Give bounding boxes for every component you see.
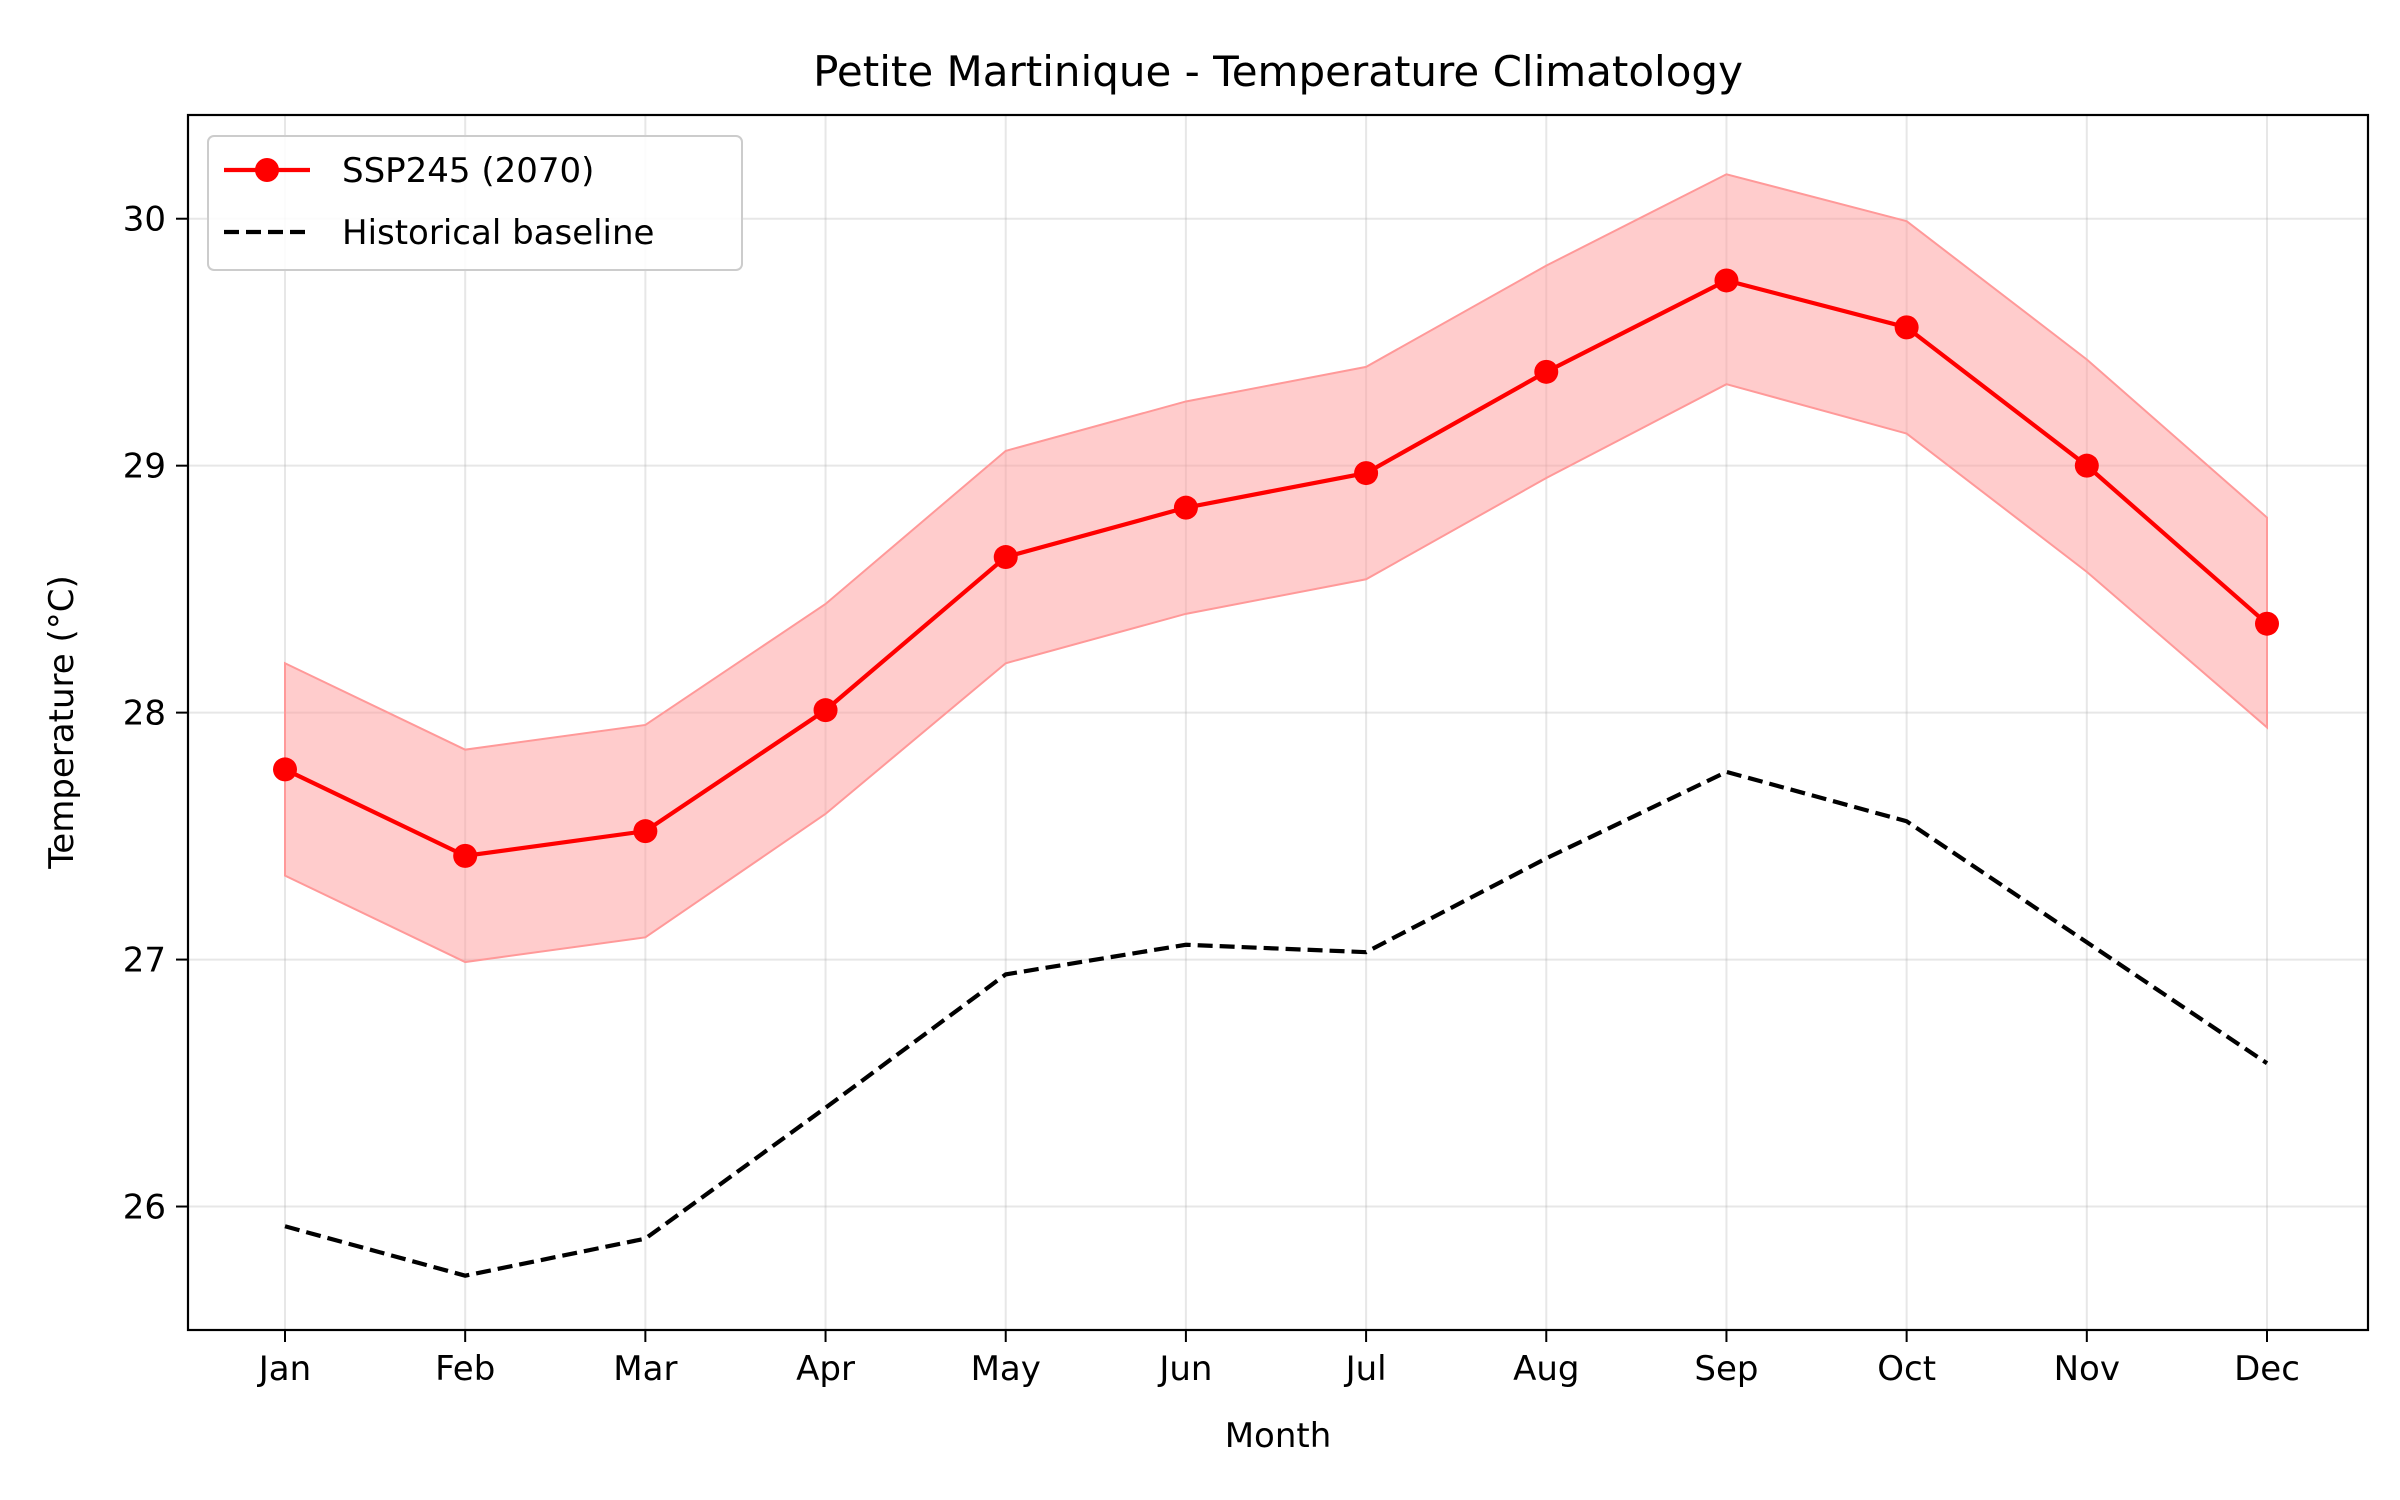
x-tick-label: Jul [1344,1349,1387,1389]
ssp245-band [284,173,2268,964]
legend-box [207,135,743,271]
confidence-band [284,173,2268,964]
y-tick-label: 28 [123,694,166,734]
y-axis-label: Temperature (°C) [42,575,82,869]
x-tick-label: Mar [613,1349,677,1389]
x-tick-label: Nov [2054,1349,2120,1389]
series-lines [273,268,2279,1278]
x-tick-label: Sep [1694,1349,1758,1389]
axes: Jan Feb Mar Apr May Jun Jul Aug Sep Oct Nov Dec 26 27… [123,200,2300,1389]
chart-title: Petite Martinique - Temperature Climatol… [813,47,1743,96]
y-tick-label: 26 [123,1188,166,1228]
x-tick-label: May [971,1349,1041,1389]
x-tick-label: Oct [1877,1349,1936,1389]
x-tick-label: Apr [796,1349,855,1389]
ssp245-point [1173,495,1198,520]
historical-baseline-line [284,769,2269,1278]
ssp245-point [273,757,297,782]
ssp245-point [813,698,838,723]
ssp245-point [1354,461,1379,486]
ssp245-point [1894,315,1919,340]
y-tick-label: 29 [123,447,166,487]
ssp245-point [633,819,658,844]
x-axis-label: Month [1225,1416,1332,1456]
x-tick-label: Aug [1513,1349,1579,1389]
ssp245-point [2255,611,2279,636]
legend: SSP245 (2070) Historical baseline [207,135,743,271]
ssp245-point [1534,359,1559,384]
ssp245-point [2074,453,2099,478]
ssp245-point [453,843,478,868]
x-tick-label: Jan [257,1349,311,1389]
x-tick-label: Dec [2234,1349,2300,1389]
ssp245-line [284,278,2269,859]
legend-ssp245-marker [255,158,279,182]
ssp245-point [1714,268,1739,293]
ssp245-point [993,545,1018,570]
legend-ssp245-label: SSP245 (2070) [342,151,594,191]
legend-historical-label: Historical baseline [342,213,654,253]
x-tick-label: Feb [435,1349,495,1389]
x-tick-label: Jun [1157,1349,1212,1389]
y-tick-label: 27 [123,941,166,981]
y-tick-label: 30 [123,200,166,240]
plot-frame [186,113,2370,1332]
